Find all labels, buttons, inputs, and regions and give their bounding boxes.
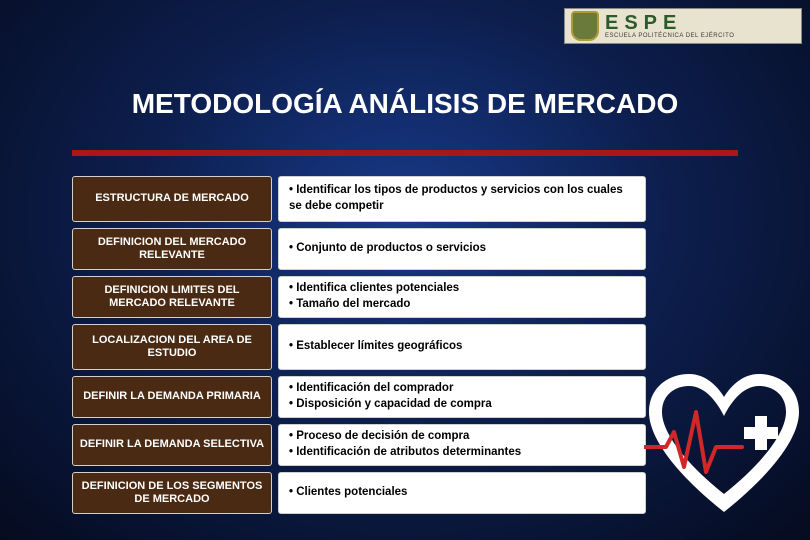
logo-bar: ESPE ESCUELA POLITÉCNICA DEL EJÉRCITO: [564, 8, 802, 44]
bullet-text: • Disposición y capacidad de compra: [289, 397, 635, 413]
logo-name: ESPE: [605, 13, 734, 33]
bullet-text: • Identificación de atributos determinan…: [289, 445, 635, 461]
logo-shield-icon: [571, 11, 599, 41]
table-row: LOCALIZACION DEL AREA DE ESTUDIO • Estab…: [72, 324, 646, 370]
row-content: • Identificación del comprador • Disposi…: [278, 376, 646, 418]
table-row: DEFINICION LIMITES DEL MERCADO RELEVANTE…: [72, 276, 646, 318]
row-content: • Establecer límites geográficos: [278, 324, 646, 370]
bullet-text: • Identifica clientes potenciales: [289, 281, 635, 297]
table-row: DEFINIR LA DEMANDA PRIMARIA • Identifica…: [72, 376, 646, 418]
bullet-text: • Conjunto de productos o servicios: [289, 241, 635, 257]
title-divider: [72, 150, 738, 156]
row-content: • Conjunto de productos o servicios: [278, 228, 646, 270]
table-row: DEFINIR LA DEMANDA SELECTIVA • Proceso d…: [72, 424, 646, 466]
logo-subtitle: ESCUELA POLITÉCNICA DEL EJÉRCITO: [605, 33, 734, 39]
table-row: DEFINICION DE LOS SEGMENTOS DE MERCADO •…: [72, 472, 646, 514]
methodology-table: ESTRUCTURA DE MERCADO • Identificar los …: [72, 176, 646, 514]
bullet-text: • Identificación del comprador: [289, 381, 635, 397]
row-content: • Identificar los tipos de productos y s…: [278, 176, 646, 222]
row-heading: DEFINICION DE LOS SEGMENTOS DE MERCADO: [72, 472, 272, 514]
row-heading: LOCALIZACION DEL AREA DE ESTUDIO: [72, 324, 272, 370]
row-heading: DEFINICION DEL MERCADO RELEVANTE: [72, 228, 272, 270]
row-heading: DEFINIR LA DEMANDA SELECTIVA: [72, 424, 272, 466]
table-row: ESTRUCTURA DE MERCADO • Identificar los …: [72, 176, 646, 222]
logo-text: ESPE ESCUELA POLITÉCNICA DEL EJÉRCITO: [605, 13, 734, 39]
row-content: • Proceso de decisión de compra • Identi…: [278, 424, 646, 466]
table-row: DEFINICION DEL MERCADO RELEVANTE • Conju…: [72, 228, 646, 270]
heart-pulse-icon: [644, 372, 804, 522]
bullet-text: • Identificar los tipos de productos y s…: [289, 183, 635, 214]
bullet-text: • Establecer límites geográficos: [289, 339, 635, 355]
bullet-text: • Proceso de decisión de compra: [289, 429, 635, 445]
slide-title: METODOLOGÍA ANÁLISIS DE MERCADO: [0, 88, 810, 120]
bullet-text: • Tamaño del mercado: [289, 297, 635, 313]
row-content: • Clientes potenciales: [278, 472, 646, 514]
row-heading: DEFINICION LIMITES DEL MERCADO RELEVANTE: [72, 276, 272, 318]
row-content: • Identifica clientes potenciales • Tama…: [278, 276, 646, 318]
row-heading: ESTRUCTURA DE MERCADO: [72, 176, 272, 222]
bullet-text: • Clientes potenciales: [289, 485, 635, 501]
row-heading: DEFINIR LA DEMANDA PRIMARIA: [72, 376, 272, 418]
